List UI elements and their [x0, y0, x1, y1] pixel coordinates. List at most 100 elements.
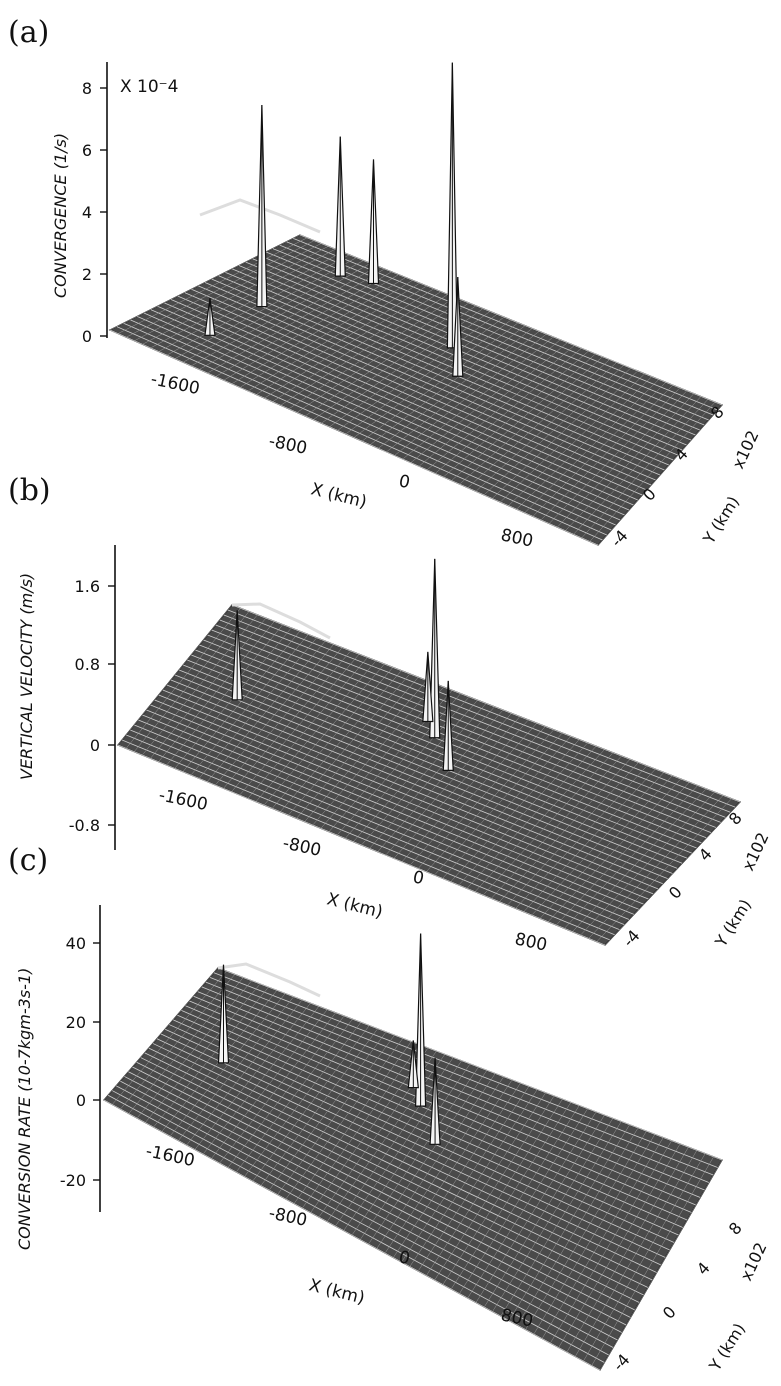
mesh-line-x — [134, 243, 322, 341]
mesh-line-x — [280, 670, 402, 812]
panel-b-z-axis-label: VERTICAL VELOCITY (m/s) — [17, 573, 36, 780]
mesh-line-x — [215, 271, 392, 377]
panel-b-z-ticklabel-3: 1.6 — [75, 577, 100, 596]
mesh-line-x — [376, 1073, 496, 1249]
mesh-line-x — [312, 683, 436, 826]
mesh-line-x — [459, 1105, 580, 1294]
mesh-line-x — [126, 240, 315, 338]
mesh-line-x — [302, 1044, 420, 1209]
mesh-line-x — [597, 404, 723, 546]
mesh-line-x — [252, 1025, 370, 1182]
mesh-line-x — [198, 637, 317, 779]
mesh-line-x — [240, 280, 413, 388]
mesh-line-x — [169, 993, 286, 1137]
mesh-line-x — [150, 248, 336, 349]
mesh-line-x — [565, 393, 695, 531]
panel-a-surface-mesh — [109, 234, 723, 546]
mesh-line-x — [263, 663, 385, 806]
mesh-line-x — [574, 1150, 698, 1357]
mesh-line-x — [150, 617, 267, 759]
mesh-line-x — [492, 1118, 614, 1312]
mesh-line-x — [343, 1060, 462, 1231]
mesh-line-x — [296, 299, 462, 413]
mesh-line-x — [540, 384, 673, 521]
mesh-line-x — [353, 700, 478, 842]
mesh-line-x — [370, 325, 526, 445]
mesh-line-x — [409, 1086, 530, 1267]
mesh-line-x — [296, 677, 419, 819]
mesh-line-x — [120, 974, 235, 1110]
panel-b-y-ticklabel-0: -4 — [619, 926, 644, 951]
panel-a-x-ticklabel-0: -1600 — [149, 369, 201, 399]
panel-c-y-ticklabel-3: 8 — [725, 1218, 746, 1238]
panel-a-z-ticklabel-8: 8 — [82, 79, 92, 98]
panel-c-y-axis-label: Y (km) — [705, 1320, 749, 1375]
panel-c-z-ticks: 40 20 0 -20 — [60, 934, 100, 1190]
mesh-line-x — [211, 1009, 328, 1159]
mesh-line-x — [418, 726, 546, 869]
mesh-line-x — [516, 376, 652, 510]
mesh-line-x — [336, 693, 461, 836]
panel-c-ridge — [217, 962, 321, 998]
mesh-line-x — [368, 1070, 488, 1245]
panel-a-x-ticklabel-2: 0 — [397, 471, 412, 493]
mesh-line-x — [255, 660, 377, 802]
mesh-line-x — [566, 1147, 689, 1353]
panel-c: (c) 40 20 0 -20 CONVERSION RATE (10-7kgm… — [8, 843, 771, 1375]
mesh-line-x — [244, 1022, 361, 1177]
panel-b-x-ticklabel-3: 800 — [513, 929, 549, 955]
panel-b-ridge — [231, 602, 331, 640]
mesh-line-x — [410, 339, 561, 463]
mesh-line-x — [589, 401, 716, 542]
mesh-line-x — [264, 288, 434, 399]
mesh-line-x — [385, 713, 512, 856]
panel-a-z-ticklabel-6: 6 — [82, 141, 92, 160]
panel-a-y-axis-label: Y (km) — [699, 493, 743, 548]
mesh-line-x — [272, 291, 441, 402]
mesh-line-x — [304, 680, 427, 822]
mesh-line-x — [450, 739, 580, 882]
mesh-line-x — [434, 732, 563, 876]
mesh-line-x — [178, 996, 294, 1141]
panel-c-z-ticklabel-1: 0 — [76, 1091, 86, 1110]
panel-b-z-ticklabel-1: 0 — [90, 736, 100, 755]
panel-a-z-ticklabel-2: 2 — [82, 265, 92, 284]
panel-a-x-ticklabel-3: 800 — [499, 525, 535, 551]
mesh-line-x — [588, 795, 724, 939]
panel-c-peaks — [217, 933, 441, 1145]
mesh-line-x — [500, 370, 638, 503]
panel-b-y-ticklabel-3: 8 — [725, 808, 746, 828]
panel-a-z-ticks: 0 2 4 6 8 — [82, 79, 107, 346]
mesh-line-x — [219, 1012, 336, 1164]
mesh-line-x — [475, 362, 617, 492]
panel-a-z-ticklabel-0: 0 — [82, 327, 92, 346]
mesh-line-x — [103, 967, 219, 1101]
mesh-line-x — [500, 1121, 622, 1317]
panel-b-label: (b) — [8, 473, 51, 508]
mesh-line-x — [475, 1111, 597, 1303]
mesh-line-x — [402, 336, 554, 460]
mesh-line-x — [572, 788, 707, 932]
mesh-line-x — [558, 1143, 681, 1348]
mesh-line-x — [269, 1031, 387, 1191]
panel-b-x-ticklabel-1: -800 — [281, 833, 323, 861]
mesh-line-x — [550, 1140, 672, 1344]
mesh-line-x — [360, 1067, 479, 1240]
panel-b-x-axis-label: X (km) — [325, 889, 385, 922]
mesh-line-x — [145, 983, 261, 1123]
mesh-line-x — [194, 1003, 311, 1150]
panel-a: (a) 0 2 4 6 8 X 10⁻4 CONVERGENCE (1/s) -… — [8, 15, 763, 552]
mesh-line-x — [239, 654, 360, 796]
mesh-line-x — [524, 379, 659, 513]
panel-c-surface-plane — [103, 967, 723, 1371]
mesh-line-x — [136, 980, 252, 1119]
mesh-line-x — [384, 1076, 504, 1254]
mesh-line-x — [451, 353, 596, 481]
mesh-line-x — [117, 604, 233, 746]
mesh-line-x — [466, 746, 597, 889]
mesh-line-x — [548, 778, 681, 922]
mesh-line-x — [285, 1038, 404, 1200]
mesh-line-x — [492, 367, 631, 499]
panel-b-z-ticklabel-2: 0.8 — [75, 655, 100, 674]
